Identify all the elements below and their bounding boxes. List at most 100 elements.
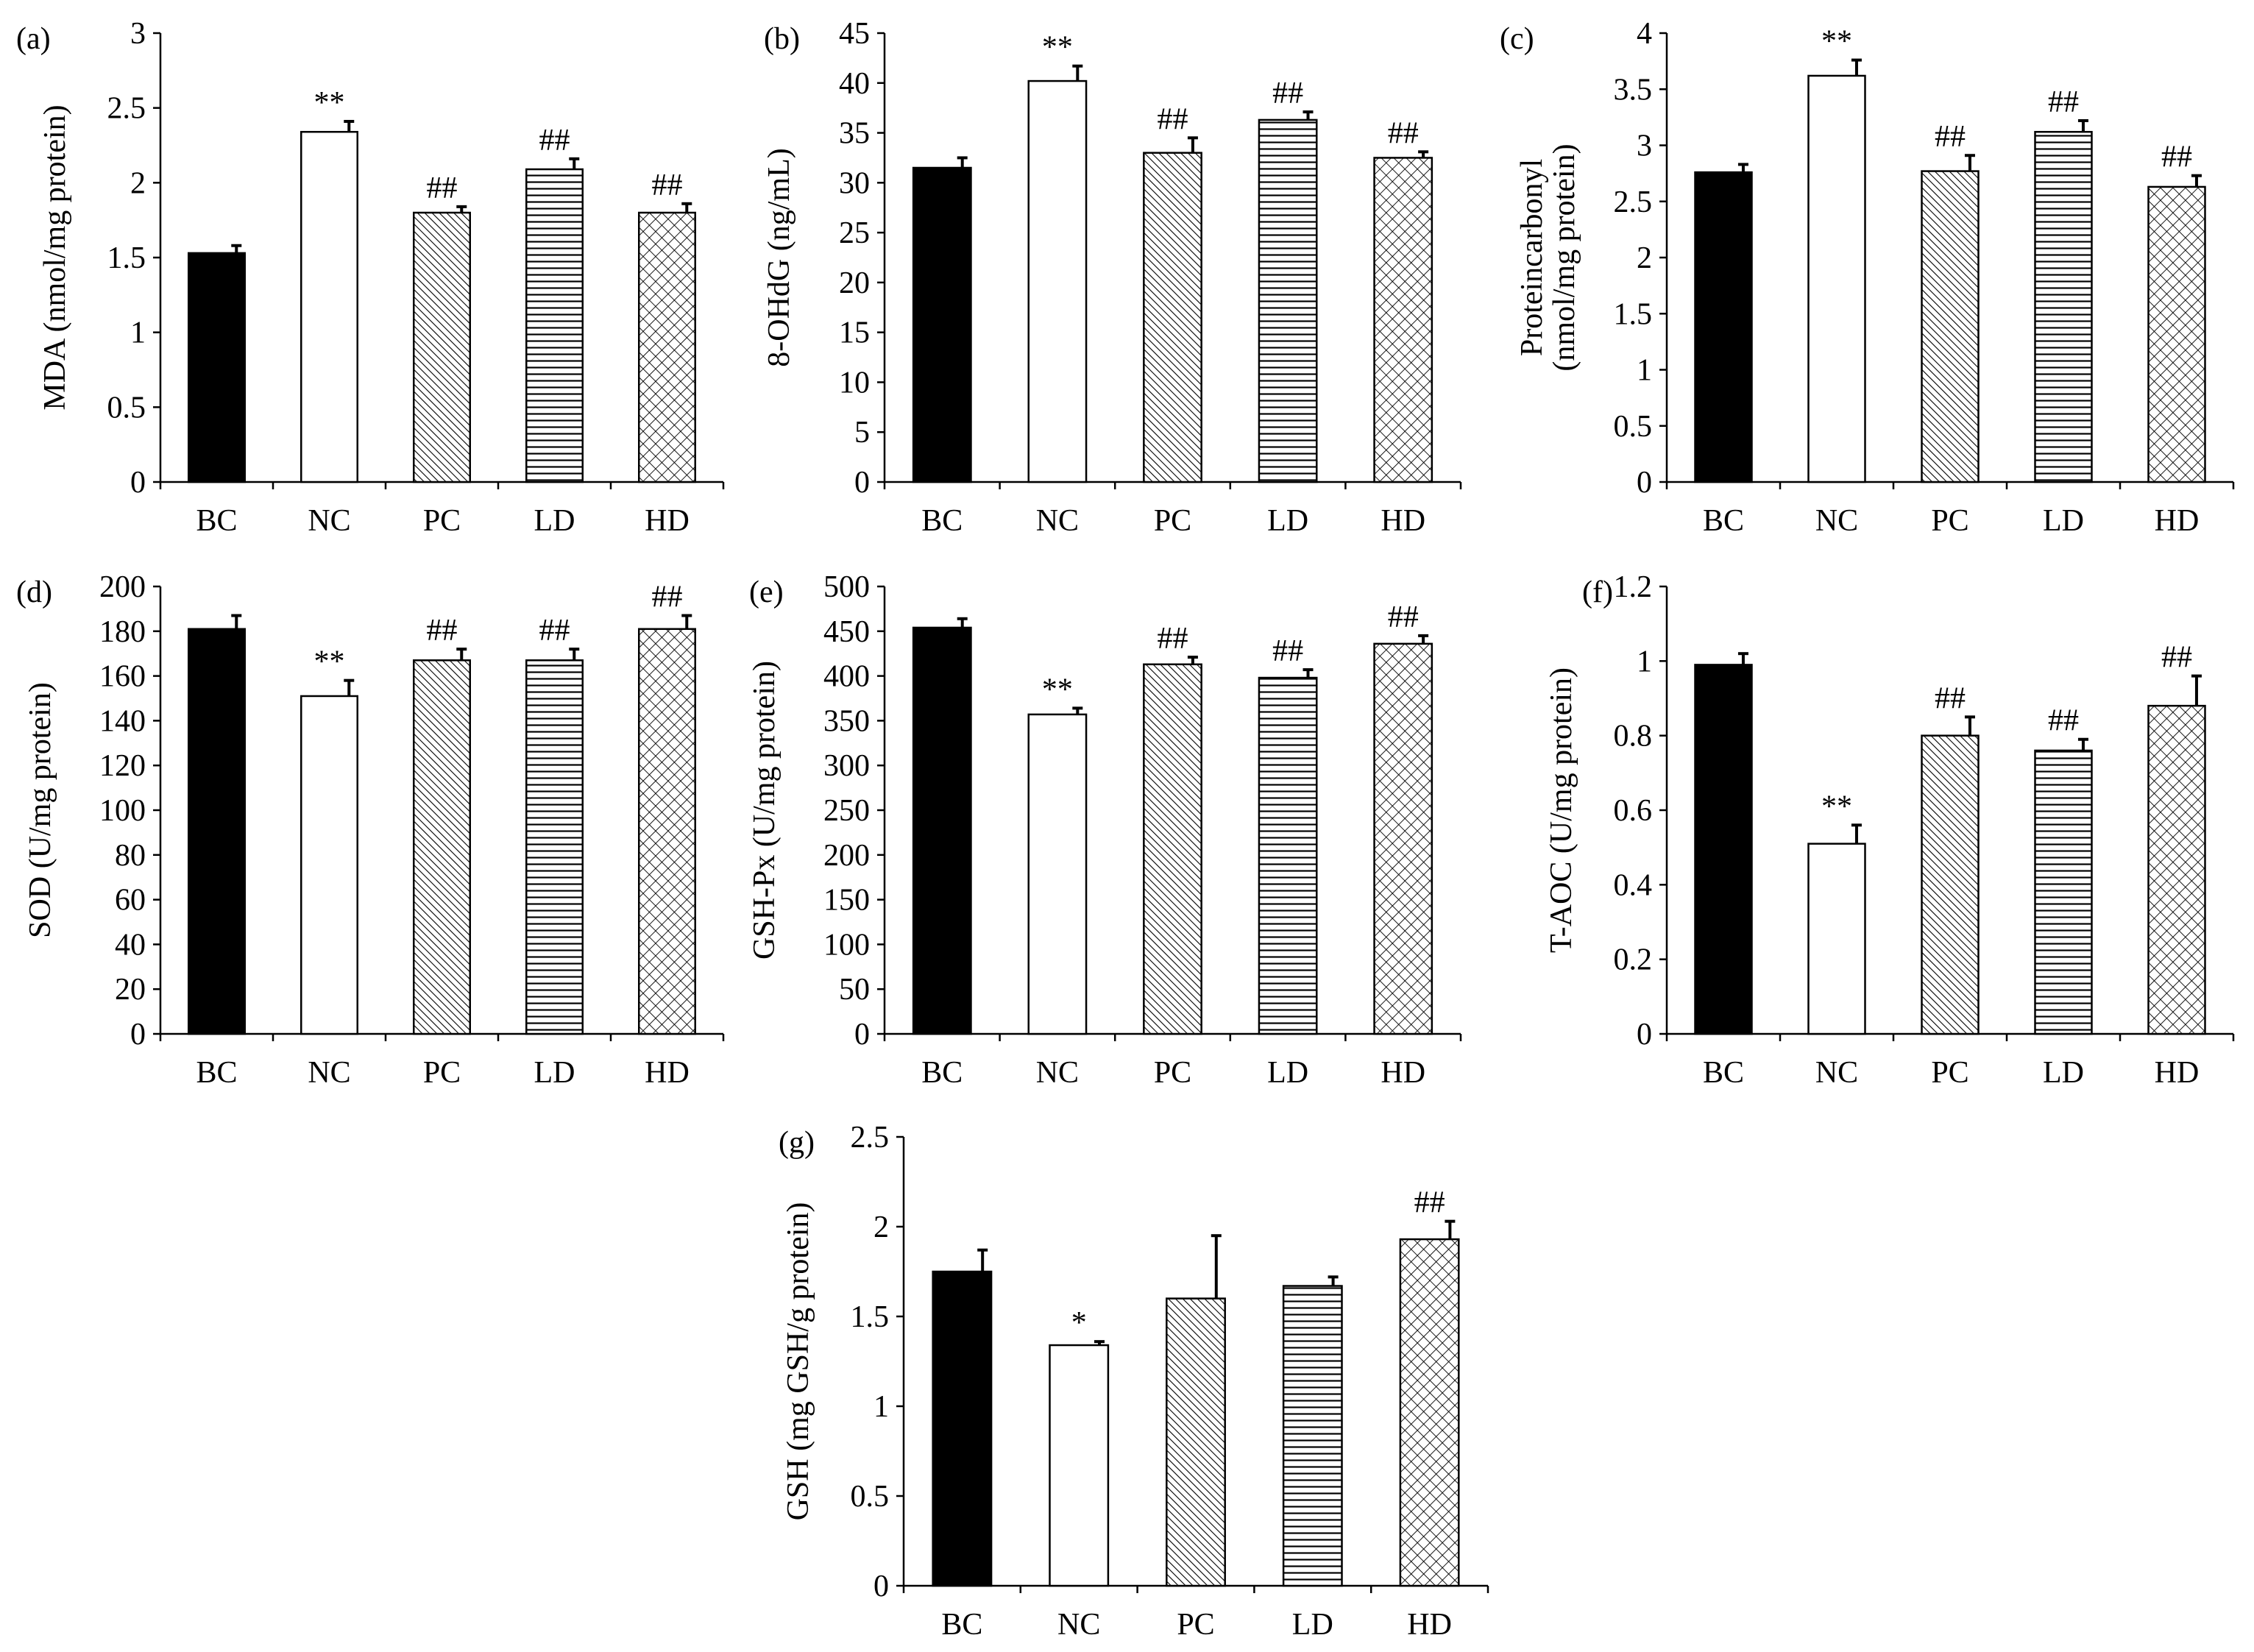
y-tick-label: 450 xyxy=(823,615,870,649)
y-tick-label: 2.5 xyxy=(1614,185,1653,219)
bar-hd xyxy=(2147,704,2206,1035)
x-tick-label: HD xyxy=(1407,1608,1452,1642)
x-tick-label: BC xyxy=(1703,504,1744,538)
significance-label: ** xyxy=(1042,673,1073,706)
x-tick-label: HD xyxy=(2155,1056,2200,1090)
bar-ld xyxy=(2034,749,2093,1035)
significance-label: ## xyxy=(652,169,683,202)
bar-hd xyxy=(1373,157,1433,483)
bar-nc xyxy=(1027,713,1088,1035)
bar-bc xyxy=(932,1270,993,1587)
y-tick-label: 0.2 xyxy=(1614,943,1653,977)
x-tick-label: PC xyxy=(1931,1056,1968,1090)
y-tick-label: 0.5 xyxy=(851,1480,890,1514)
y-tick-label: 200 xyxy=(823,839,870,873)
y-tick-label: 3 xyxy=(130,17,146,51)
y-tick-label: 45 xyxy=(839,17,870,51)
bar-ld xyxy=(2034,130,2093,483)
y-tick-label: 180 xyxy=(99,615,146,649)
y-tick-label: 20 xyxy=(115,973,146,1007)
y-tick-label: 20 xyxy=(839,266,870,300)
y-tick-label: 300 xyxy=(823,749,870,783)
bar-pc xyxy=(1921,170,1980,483)
x-tick-label: BC xyxy=(921,504,963,538)
y-tick-label: 1.5 xyxy=(851,1300,890,1334)
y-tick-label: 350 xyxy=(823,704,870,738)
bar-ld xyxy=(1258,676,1318,1035)
bar-bc xyxy=(188,628,246,1035)
bar-ld xyxy=(525,659,584,1035)
y-tick-label: 2 xyxy=(873,1210,889,1244)
x-tick-label: LD xyxy=(534,1056,575,1090)
x-tick-label: BC xyxy=(1703,1056,1744,1090)
x-tick-label: PC xyxy=(423,504,461,538)
y-tick-label: 10 xyxy=(839,366,870,400)
y-tick-label: 1 xyxy=(130,316,146,350)
significance-label: ## xyxy=(1158,622,1188,656)
y-tick-label: 160 xyxy=(99,660,146,694)
significance-label: ## xyxy=(2048,704,2079,738)
bar-pc xyxy=(1166,1297,1226,1587)
y-tick-label: 1 xyxy=(1637,645,1652,678)
y-axis-label: T-AOC (U/mg protein) xyxy=(1545,667,1578,953)
y-tick-label: 5 xyxy=(854,416,870,450)
y-tick-label: 0 xyxy=(130,1018,146,1052)
chart-panel-2: (b) 8-OHdG (ng/mL) 0 5 10 15 20 25 30 35 40 45 BC NC *… xyxy=(762,17,1462,538)
significance-label: ## xyxy=(1414,1186,1445,1220)
x-tick-label: HD xyxy=(1381,504,1425,538)
y-tick-label: 200 xyxy=(99,570,146,604)
y-axis-label: MDA (nmol/mg protein) xyxy=(38,104,72,410)
bar-hd xyxy=(638,211,696,483)
bar-ld xyxy=(525,168,584,483)
bar-nc xyxy=(1049,1344,1110,1587)
bar-ld xyxy=(1258,118,1318,483)
significance-label: ** xyxy=(314,645,345,679)
y-tick-label: 1.5 xyxy=(1614,297,1653,331)
chart-panel-6: (f) T-AOC (U/mg protein) 0 0.2 0.4 0.6 0.8 1 1.2… xyxy=(1545,570,2235,1090)
y-axis-label: (nmol/mg protein) xyxy=(1548,143,1581,371)
bar-pc xyxy=(1921,734,1980,1035)
chart-panel-1: (a) MDA (nmol/mg protein) 0 0.5 1 1.5 2 2.5 3 BC N… xyxy=(16,17,725,538)
x-tick-label: LD xyxy=(2043,1056,2084,1090)
panel-label: (d) xyxy=(16,575,52,609)
y-axis-label: SOD (U/mg protein) xyxy=(24,682,57,938)
y-tick-label: 35 xyxy=(839,117,870,151)
panel-label: (a) xyxy=(16,22,51,56)
y-tick-label: 2 xyxy=(130,166,146,200)
chart-panel-5: (e) GSH-Px (U/mg protein) 0 50 100 150 200 250 3… xyxy=(748,570,1462,1090)
bar-nc xyxy=(1807,74,1866,483)
panel-label: (f) xyxy=(1582,575,1613,609)
y-tick-label: 15 xyxy=(839,316,870,350)
x-tick-label: HD xyxy=(1381,1056,1425,1090)
x-tick-label: HD xyxy=(645,1056,690,1090)
x-tick-label: PC xyxy=(423,1056,461,1090)
chart-panel-3: (c) Proteincarbonyl(nmol/mg protein) 0 0.5 1… xyxy=(1500,17,2235,538)
bar-nc xyxy=(1807,843,1866,1035)
y-tick-label: 1 xyxy=(1637,354,1652,388)
y-tick-label: 100 xyxy=(823,928,870,962)
bar-bc xyxy=(912,626,972,1035)
x-tick-label: PC xyxy=(1177,1608,1214,1642)
y-tick-label: 0 xyxy=(130,466,146,500)
significance-label: ## xyxy=(2161,141,2192,174)
y-tick-label: 0 xyxy=(1637,466,1652,500)
y-tick-label: 1.5 xyxy=(107,241,146,275)
y-tick-label: 150 xyxy=(823,884,870,918)
bar-hd xyxy=(2147,185,2206,483)
y-tick-label: 80 xyxy=(115,839,146,873)
chart-panel-4: (d) SOD (U/mg protein) 0 20 40 60 80 100 120 140 1… xyxy=(16,570,725,1090)
x-tick-label: LD xyxy=(1267,1056,1308,1090)
significance-label: ## xyxy=(1272,634,1303,668)
y-tick-label: 0 xyxy=(1637,1018,1652,1052)
y-tick-label: 0 xyxy=(854,1018,870,1052)
x-tick-label: NC xyxy=(1815,1056,1858,1090)
x-tick-label: PC xyxy=(1154,504,1191,538)
bar-nc xyxy=(300,695,358,1035)
bar-nc xyxy=(300,130,358,483)
bar-nc xyxy=(1027,79,1088,483)
bar-pc xyxy=(1143,152,1202,483)
y-tick-label: 140 xyxy=(99,704,146,738)
y-axis-label: GSH-Px (U/mg protein) xyxy=(748,661,782,960)
y-axis-label: GSH (mg GSH/g protein) xyxy=(782,1202,815,1521)
bar-bc xyxy=(188,252,246,483)
